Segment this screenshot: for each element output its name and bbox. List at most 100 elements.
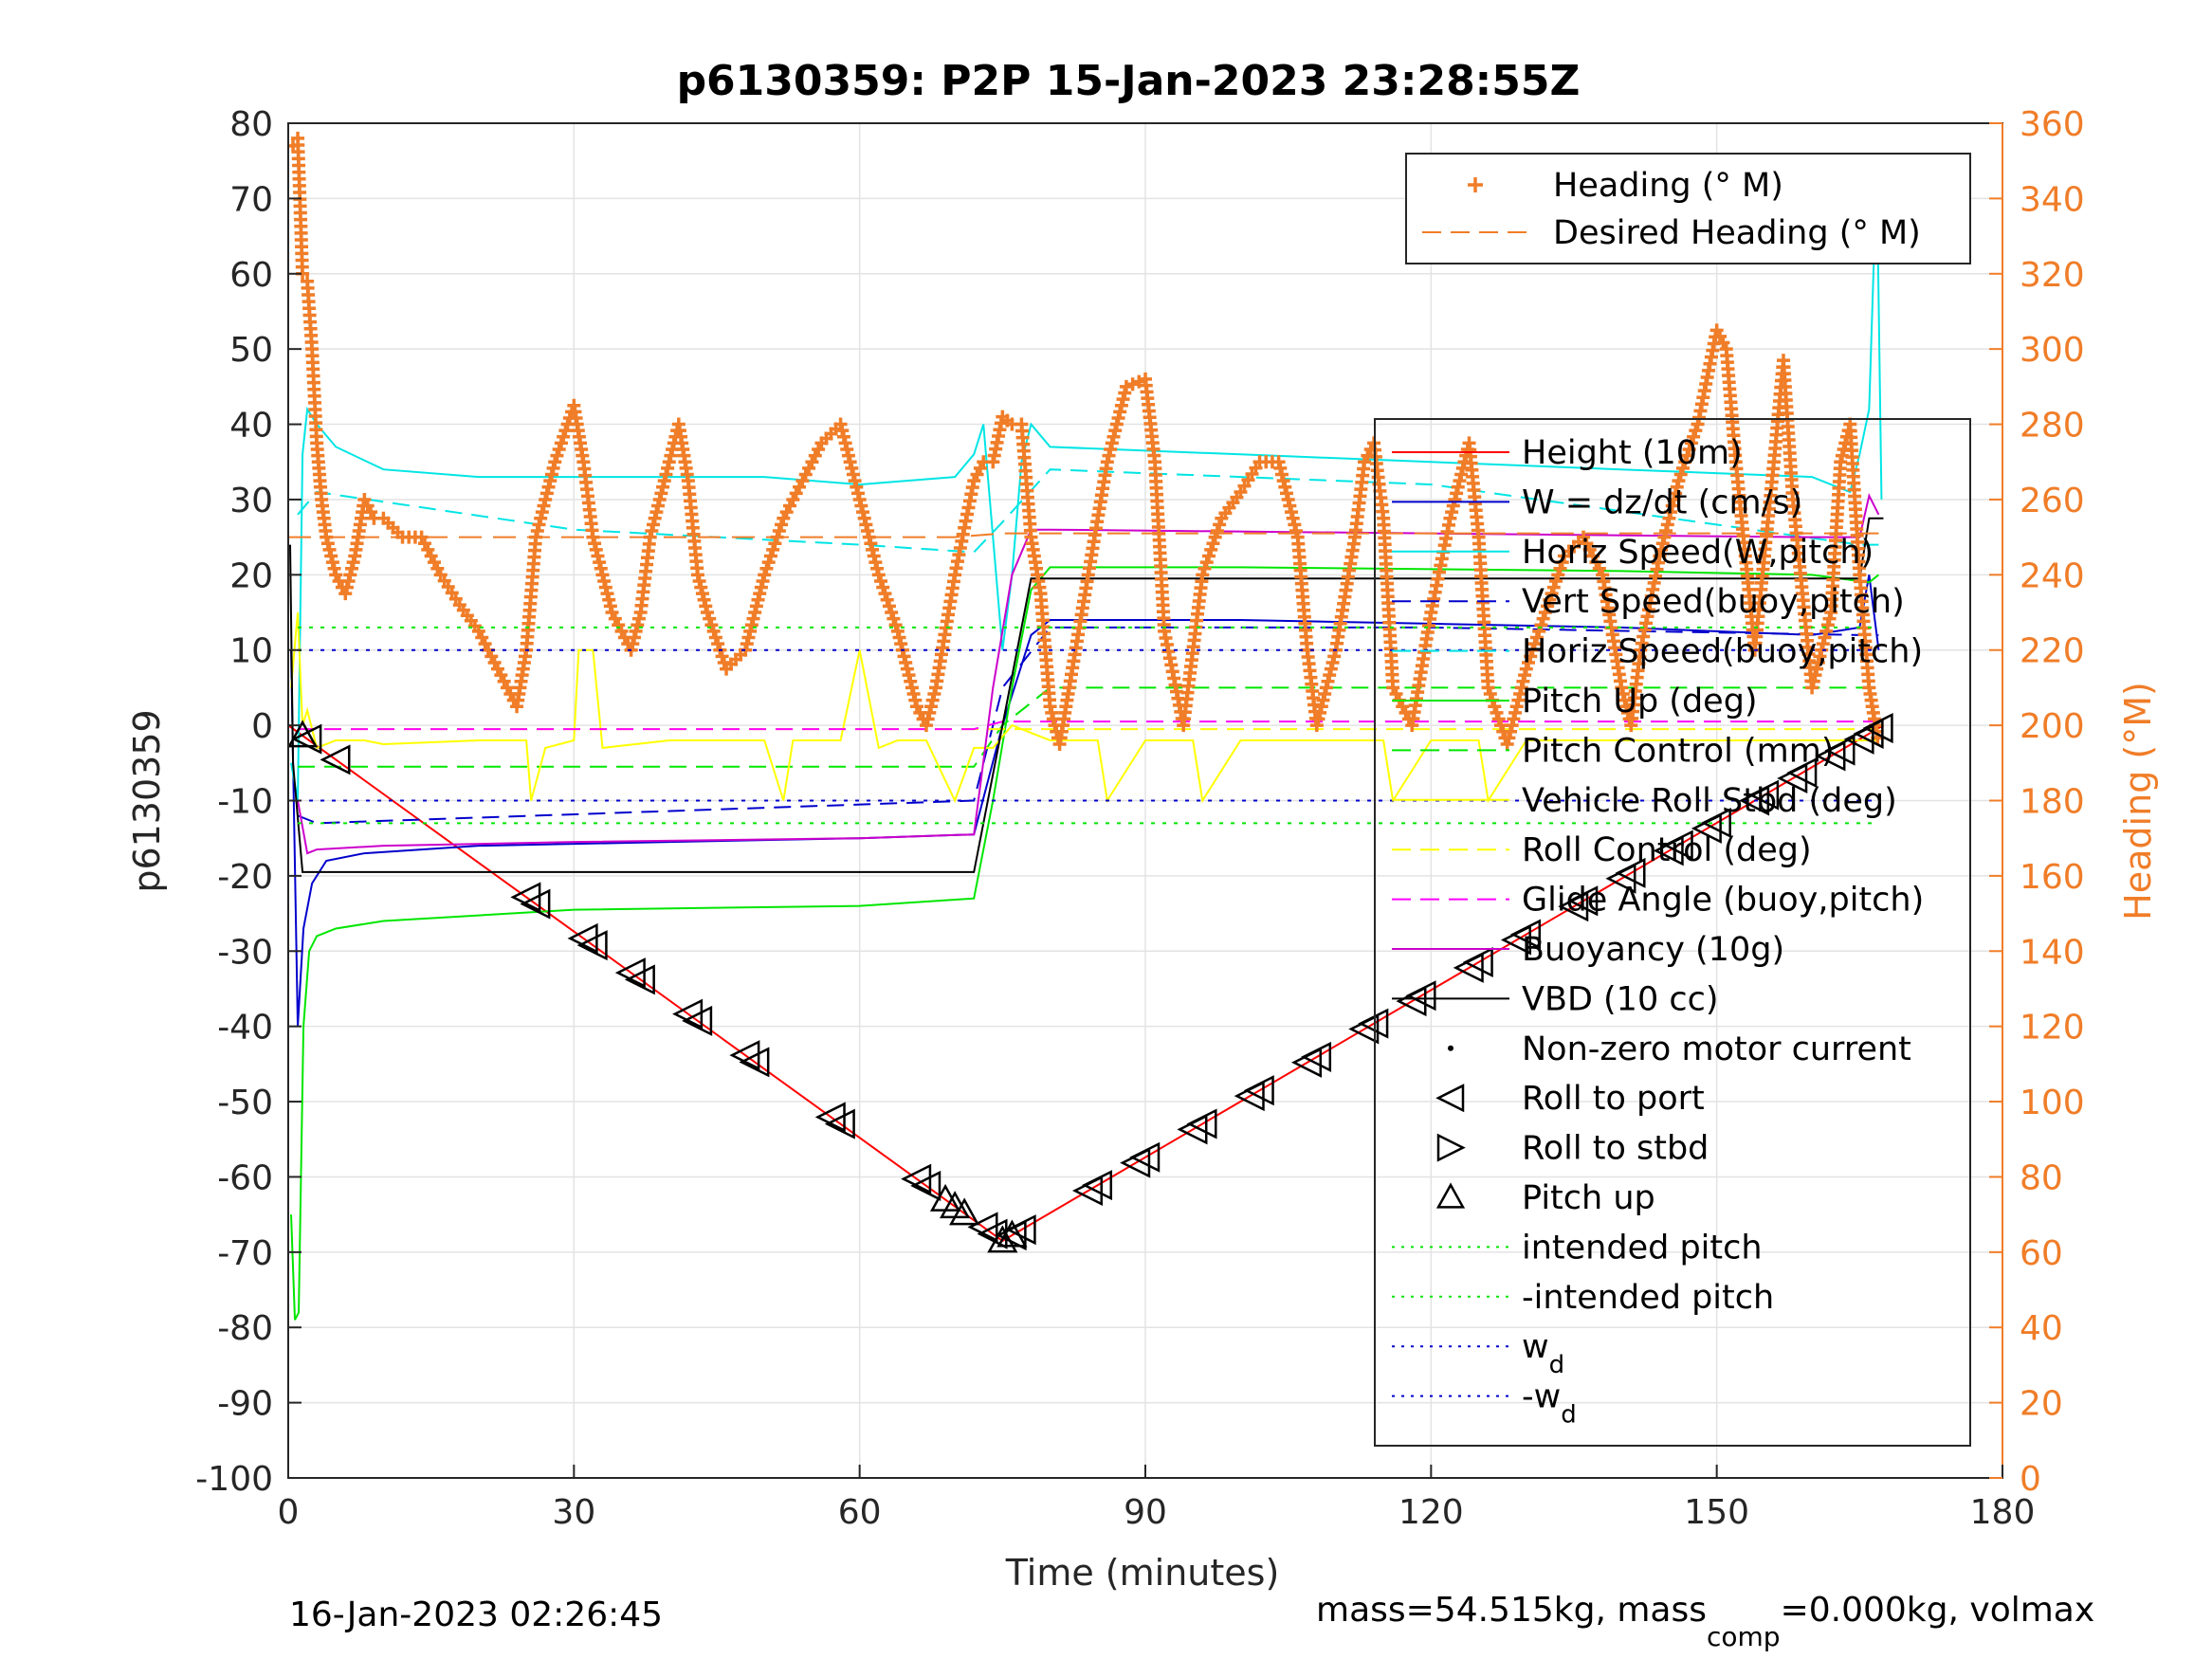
footer-mass-text-2: =0.000kg, volmax — [1781, 1591, 2095, 1630]
y2-tick-label: 20 — [2020, 1385, 2063, 1424]
legend-label: wd — [1522, 1328, 1564, 1379]
roll-to-port-marker — [1509, 919, 1542, 950]
roll-to-port-marker — [910, 1170, 941, 1201]
y-axis-label: p6130359 — [126, 709, 168, 892]
legend-label: Pitch Up (deg) — [1522, 683, 1758, 720]
roll-to-port-marker — [1615, 857, 1646, 888]
heading-point — [704, 618, 719, 632]
y2-axis-label: Heading (°M) — [2117, 682, 2159, 921]
heading-point — [775, 518, 789, 532]
footer-mass: mass=54.515kg, masscomp=0.000kg, volmax — [1316, 1591, 2094, 1652]
legend-label: Roll Control (deg) — [1522, 831, 1812, 869]
series-horiz-speed-w-pitch — [290, 168, 1883, 801]
legend-label: Roll to port — [1522, 1080, 1705, 1118]
legend-label-text: Roll Control (deg) — [1522, 831, 1812, 869]
heading-point — [1524, 649, 1538, 664]
heading-point — [706, 624, 721, 638]
heading-point — [558, 424, 573, 438]
y-tick-label: -10 — [217, 783, 273, 822]
roll-to-port-marker — [1005, 1214, 1036, 1246]
roll-to-port-marker — [824, 1108, 855, 1139]
roll-to-port-marker — [1301, 1041, 1332, 1072]
y2-tick-label: 360 — [2020, 105, 2085, 144]
legend-label: Heading (° M) — [1553, 167, 1783, 205]
legend-label-sub: d — [1549, 1351, 1565, 1379]
heading-point — [882, 599, 896, 613]
heading-point — [1199, 556, 1214, 570]
heading-point — [885, 606, 899, 620]
heading-point — [888, 618, 903, 632]
legend-label-text: Horiz Speed(buoy,pitch) — [1522, 633, 1923, 671]
legend-label-text: Vert Speed(buoy,pitch) — [1522, 583, 1905, 621]
roll-to-port-marker — [682, 1005, 713, 1036]
legend-label: Horiz Speed(W,pitch) — [1522, 534, 1874, 572]
heading-point — [1119, 379, 1133, 393]
heading-point — [1208, 530, 1222, 544]
heading-point — [1538, 606, 1552, 620]
legend-label-text: Glide Angle (buoy,pitch) — [1522, 882, 1924, 920]
y-tick-label: 80 — [229, 105, 273, 144]
legend-swatch — [1435, 1084, 1465, 1113]
heading-point — [758, 568, 772, 582]
x-axis-label: Time (minutes) — [1005, 1552, 1280, 1594]
heading-point — [1132, 374, 1146, 389]
legend-label: Height (10m) — [1522, 434, 1743, 472]
roll-to-port-marker — [1662, 830, 1693, 861]
y-tick-label: 50 — [229, 331, 273, 370]
legend-label: Vehicle Roll Stbd (deg) — [1522, 782, 1897, 820]
legend-label-text: -intended pitch — [1522, 1279, 1774, 1317]
heading-point — [1529, 630, 1544, 645]
heading-point — [759, 561, 774, 575]
series-vert-speed-buoy-pitch — [297, 626, 1879, 825]
legend-label-text: Heading (° M) — [1553, 167, 1783, 205]
heading-point — [1201, 549, 1216, 563]
legend-label-text: -w — [1522, 1378, 1561, 1416]
roll-to-port-marker — [814, 1102, 846, 1133]
heading-point — [1534, 618, 1548, 632]
heading-point — [1196, 568, 1210, 582]
heading-point — [1675, 461, 1690, 475]
heading-point — [1204, 542, 1218, 556]
y2-tick-label: 100 — [2020, 1084, 2085, 1122]
footer-mass-text: mass=54.515kg, mass — [1316, 1591, 1707, 1630]
heading-point — [880, 592, 894, 607]
legend-box — [1405, 153, 1971, 264]
footer-mass-sub: comp — [1707, 1621, 1781, 1652]
heading-point — [1543, 592, 1557, 607]
roll-to-port-marker — [967, 1212, 998, 1243]
heading-point — [1491, 712, 1506, 726]
legend-label-text: Roll to stbd — [1522, 1130, 1709, 1168]
heading-point — [554, 436, 568, 450]
legend-label: Desired Heading (° M) — [1553, 214, 1921, 252]
legend-label-text: Pitch up — [1522, 1179, 1655, 1217]
legend-label-text: w — [1522, 1328, 1549, 1366]
heading-point — [1680, 448, 1694, 463]
heading-point — [772, 524, 786, 538]
y2-tick-label: 340 — [2020, 180, 2085, 219]
y2-tick-label: 40 — [2020, 1309, 2063, 1348]
legend-label-text: VBD (10 cc) — [1522, 980, 1719, 1018]
legend-swatch — [1448, 1045, 1453, 1051]
legend-label-sub: d — [1561, 1401, 1577, 1430]
legend-label: Vert Speed(buoy,pitch) — [1522, 583, 1905, 621]
legend-label: intended pitch — [1522, 1229, 1763, 1267]
legend-label: Pitch up — [1522, 1179, 1655, 1217]
roll-to-port-marker — [1129, 1141, 1161, 1173]
y2-tick-label: 140 — [2020, 933, 2085, 972]
legend-label: Pitch Control (mm) — [1522, 732, 1834, 770]
roll-to-port-marker — [510, 882, 541, 913]
heading-point — [1682, 443, 1696, 457]
legend-label-text: Desired Heading (° M) — [1553, 214, 1921, 252]
y2-tick-label: 300 — [2020, 331, 2085, 370]
y-tick-label: 30 — [229, 482, 273, 520]
heading-point — [1210, 524, 1224, 538]
heading-point — [552, 443, 566, 457]
y-tick-label: -90 — [217, 1385, 273, 1424]
series-horiz-speed-buoy-pitch — [297, 468, 1879, 554]
heading-point — [876, 580, 890, 594]
y-tick-label: 40 — [229, 407, 273, 446]
y2-tick-label: 60 — [2020, 1234, 2063, 1273]
heading-point — [873, 574, 887, 588]
y2-tick-label: 0 — [2020, 1460, 2041, 1499]
